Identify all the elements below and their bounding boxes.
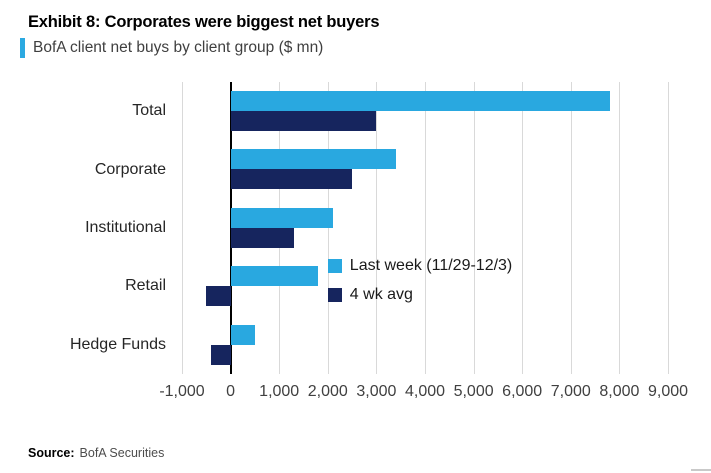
- x-tick-label: 2,000: [307, 382, 348, 400]
- legend-label: Last week (11/29-12/3): [349, 257, 513, 275]
- source-value: BofA Securities: [79, 446, 165, 460]
- source-label: Source:: [28, 446, 75, 460]
- source-line: Source: BofA Securities: [28, 446, 164, 460]
- category-label: Corporate: [94, 160, 166, 178]
- gridline: [376, 81, 378, 374]
- bar-last-week: [230, 90, 610, 111]
- gridline: [668, 81, 669, 374]
- x-tick-label: 7,000: [550, 382, 591, 400]
- x-tick-label: 6,000: [502, 382, 543, 400]
- gridline: [570, 81, 572, 374]
- bar-4wk-avg: [230, 227, 294, 248]
- plot-wrap: Last week (11/29-12/3) 4 wk avg -1,000 0 1,…: [159, 81, 688, 409]
- bar-last-week: [230, 266, 319, 287]
- gridline: [473, 81, 475, 374]
- gridline: [327, 81, 329, 374]
- gridline: [182, 81, 183, 374]
- exhibit-header: Exhibit 8: Corporates were biggest net b…: [0, 0, 711, 58]
- x-tick-label: 0: [226, 382, 236, 400]
- x-tick-label: 8,000: [599, 382, 640, 400]
- x-tick-label: -1,000: [159, 382, 205, 400]
- bar-last-week: [230, 324, 255, 345]
- gridline: [522, 81, 524, 374]
- category-label: Institutional: [85, 218, 166, 236]
- legend-swatch: [327, 259, 342, 274]
- x-tick-label: 1,000: [259, 382, 300, 400]
- gridline: [619, 81, 621, 374]
- category-labels: Total Corporate Institutional Retail Hedge F…: [0, 82, 182, 374]
- legend-swatch: [327, 288, 342, 303]
- category-label: Hedge Funds: [69, 335, 166, 353]
- x-tick-label: 9,000: [647, 382, 689, 400]
- bar-chart: Total Corporate Institutional Retail Hedge F…: [0, 81, 711, 409]
- legend-item: 4 wk avg: [327, 286, 512, 304]
- bar-last-week: [230, 149, 396, 170]
- legend: Last week (11/29-12/3) 4 wk avg: [327, 257, 513, 304]
- exhibit-title: Exhibit 8: Corporates were biggest net b…: [28, 13, 380, 31]
- gridline: [425, 81, 426, 374]
- legend-label: 4 wk avg: [349, 286, 413, 304]
- exhibit-subtitle: BofA client net buys by client group ($ …: [20, 37, 711, 58]
- corner-mark: [691, 469, 711, 471]
- category-label: Retail: [125, 277, 166, 295]
- x-axis: -1,000 0 1,000 2,000 3,000 4,000 5,000 6,000 7,0…: [159, 382, 688, 409]
- plot-area: Last week (11/29-12/3) 4 wk avg: [182, 81, 669, 374]
- bar-last-week: [230, 207, 333, 228]
- category-label: Total: [132, 102, 166, 120]
- x-tick-label: 3,000: [356, 382, 397, 400]
- legend-item: Last week (11/29-12/3): [327, 257, 513, 275]
- bar-4wk-avg: [206, 286, 231, 307]
- x-tick-label: 4,000: [404, 382, 446, 400]
- x-tick-label: 5,000: [453, 382, 494, 400]
- bar-4wk-avg: [230, 169, 353, 190]
- bar-4wk-avg: [230, 110, 377, 131]
- bar-4wk-avg: [211, 344, 231, 365]
